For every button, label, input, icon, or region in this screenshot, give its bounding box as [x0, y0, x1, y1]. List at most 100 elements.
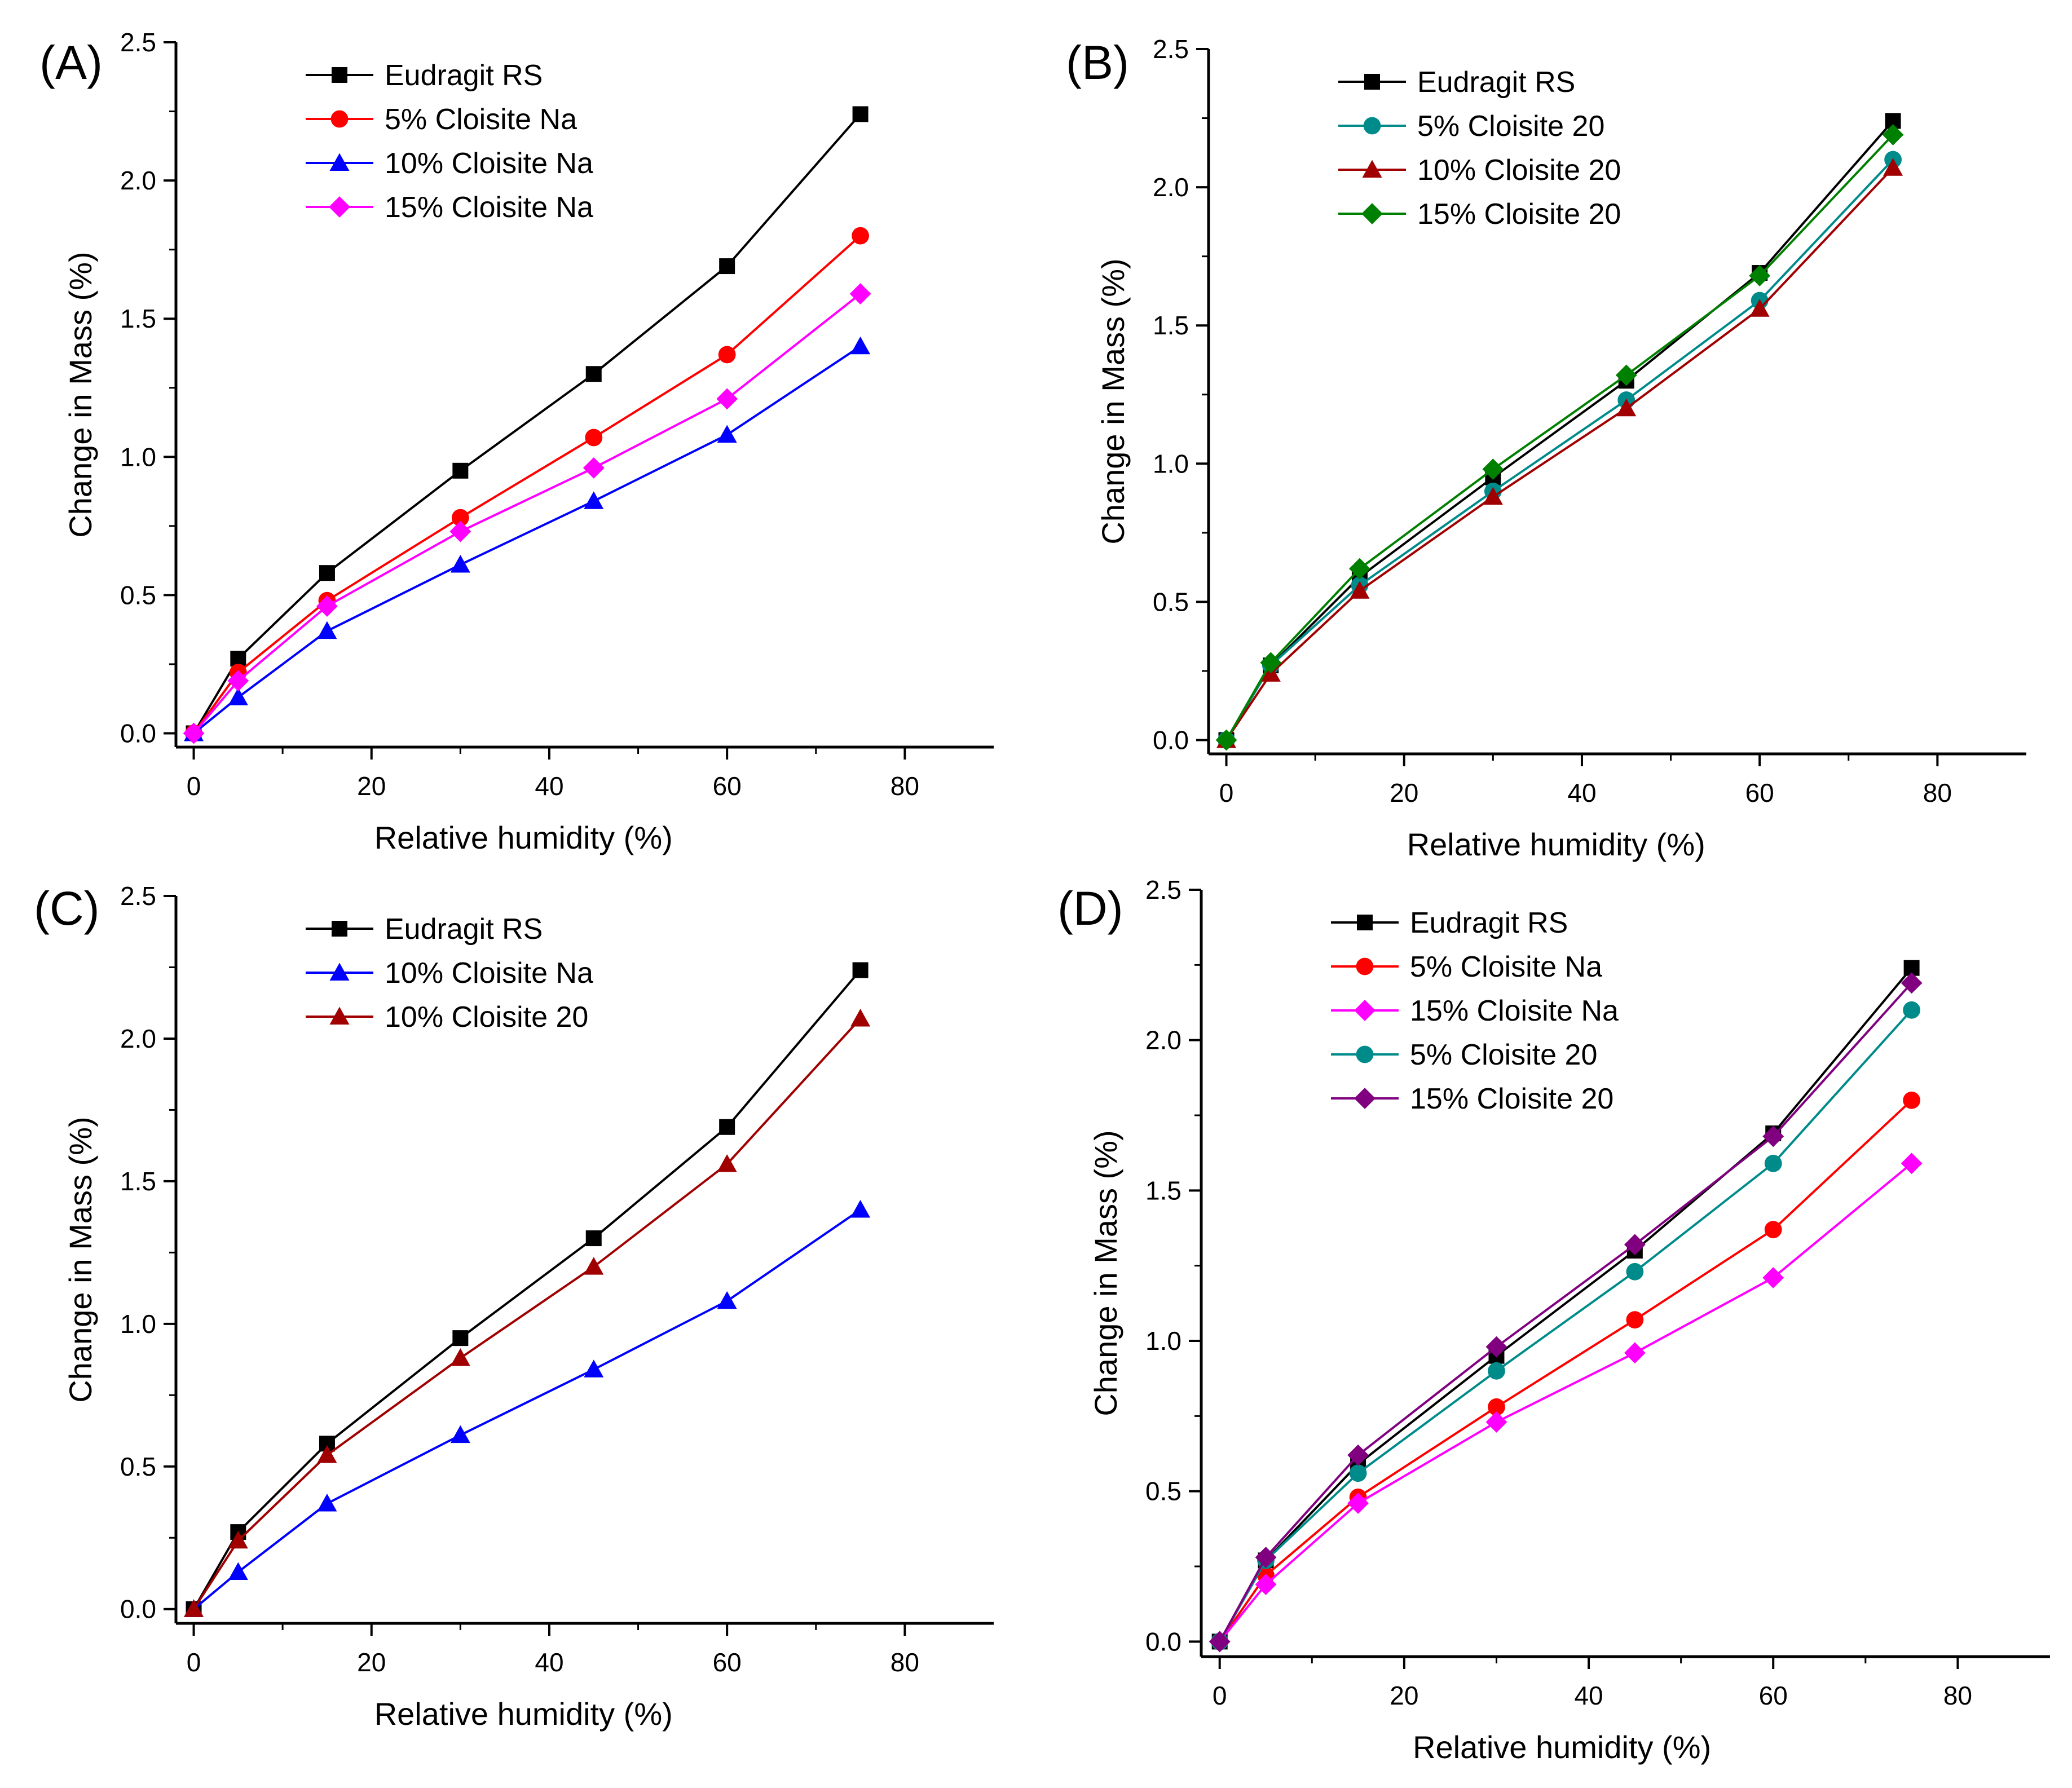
data-point	[1209, 1631, 1231, 1653]
data-point	[583, 457, 605, 479]
legend-label: 5% Cloisite 20	[1417, 110, 1604, 143]
y-tick-label: 0.5	[1153, 587, 1189, 616]
panel-label: (D)	[1057, 882, 1123, 935]
series-3	[184, 336, 871, 741]
legend-marker	[1354, 1088, 1376, 1109]
series-line	[1219, 1162, 1912, 1643]
data-point	[1349, 1464, 1367, 1482]
legend-entry: 15% Cloisite Na	[1331, 995, 1619, 1027]
y-tick-label: 1.5	[120, 304, 156, 333]
data-point	[717, 1291, 737, 1309]
legend-label: 10% Cloisite 20	[1417, 154, 1621, 187]
data-point	[317, 621, 337, 639]
legend-label: 5% Cloisite 20	[1410, 1039, 1597, 1071]
data-point	[228, 1562, 248, 1580]
legend-marker	[1356, 957, 1374, 975]
data-point	[718, 346, 736, 364]
data-point	[451, 509, 469, 527]
data-point	[850, 1199, 871, 1218]
series-line	[192, 235, 861, 734]
legend-entry: 5% Cloisite Na	[1331, 951, 1602, 983]
legend-entry: 5% Cloisite 20	[1331, 1039, 1597, 1071]
series-line	[192, 293, 861, 734]
y-tick-label: 2.5	[120, 28, 156, 57]
data-point	[316, 595, 338, 617]
legend-marker	[329, 196, 350, 218]
data-point	[1215, 729, 1237, 751]
y-tick-label: 2.0	[120, 166, 156, 195]
series-line	[192, 1018, 862, 1610]
data-point	[1762, 1125, 1784, 1147]
x-tick-label: 60	[1759, 1681, 1788, 1710]
legend-marker	[1357, 915, 1373, 930]
legend-marker	[332, 67, 347, 83]
legend-label: 10% Cloisite Na	[385, 147, 593, 180]
data-point	[228, 1530, 248, 1549]
y-axis-title: Change in Mass (%)	[1095, 258, 1131, 544]
legend-label: 5% Cloisite Na	[1410, 951, 1602, 983]
data-point	[1347, 1493, 1369, 1514]
series-1	[186, 962, 869, 1617]
y-tick-label: 0.0	[1145, 1627, 1182, 1656]
x-tick-label: 80	[890, 771, 919, 801]
data-point	[1624, 1234, 1646, 1256]
legend-marker	[329, 153, 350, 171]
legend-marker	[1361, 203, 1383, 224]
series-3	[184, 1009, 871, 1617]
data-point	[1488, 1362, 1505, 1380]
legend-label: Eudragit RS	[1417, 66, 1575, 99]
data-point	[183, 722, 205, 744]
y-tick-label: 0.5	[1145, 1477, 1182, 1506]
data-point	[1764, 1154, 1782, 1172]
data-point	[849, 283, 871, 304]
y-tick-label: 1.5	[1153, 311, 1189, 340]
data-point	[317, 1445, 337, 1463]
y-tick-label: 0.5	[120, 580, 156, 610]
chart-panel-3: 0 20 40 60 80 0.0 0.5 1.0 1.5 2.0 2.5 Relative humi…	[34, 881, 994, 1732]
legend-marker	[332, 921, 347, 937]
y-tick-label: 0.0	[120, 718, 156, 748]
data-point	[1349, 558, 1370, 580]
data-point	[317, 1494, 337, 1512]
series-line	[1225, 158, 1894, 741]
x-tick-label: 20	[357, 1648, 386, 1677]
legend-entry: 15% Cloisite 20	[1331, 1083, 1613, 1115]
y-tick-label: 0.0	[1153, 725, 1189, 754]
data-point	[1624, 1342, 1646, 1364]
x-tick-label: 40	[1574, 1681, 1603, 1710]
data-point	[184, 1599, 204, 1617]
data-point	[852, 106, 869, 122]
series-3	[1209, 1153, 1923, 1653]
data-point	[1255, 1547, 1277, 1568]
data-point	[584, 491, 604, 509]
legend-label: Eudragit RS	[385, 59, 543, 92]
data-point	[852, 962, 869, 978]
data-point	[1626, 1311, 1644, 1329]
data-point	[1903, 1001, 1921, 1019]
data-point	[585, 366, 602, 382]
series-3	[1216, 158, 1903, 748]
data-point	[1626, 1262, 1644, 1281]
data-point	[1901, 1153, 1923, 1175]
series-line	[193, 345, 861, 735]
data-point	[716, 388, 738, 410]
x-tick-label: 20	[1390, 1681, 1418, 1710]
series-2	[184, 1199, 871, 1617]
series-2	[185, 227, 869, 742]
data-point	[850, 336, 871, 355]
y-tick-label: 0.5	[120, 1452, 156, 1481]
data-point	[450, 1425, 470, 1443]
legend-entry: 5% Cloisite 20	[1338, 110, 1604, 143]
series-4	[183, 283, 871, 744]
data-point	[584, 1257, 604, 1275]
y-tick-label: 1.5	[120, 1167, 156, 1196]
legend-label: Eudragit RS	[1410, 907, 1568, 939]
legend: Eudragit RS 5% Cloisite Na 15% Cloisite Na…	[1331, 907, 1619, 1115]
legend-entry: 15% Cloisite Na	[306, 191, 593, 224]
y-tick-label: 1.5	[1145, 1176, 1182, 1205]
x-tick-label: 80	[1923, 778, 1952, 807]
data-point	[1488, 1398, 1505, 1416]
panel-label: (A)	[39, 36, 103, 89]
x-tick-label: 0	[1213, 1681, 1227, 1710]
